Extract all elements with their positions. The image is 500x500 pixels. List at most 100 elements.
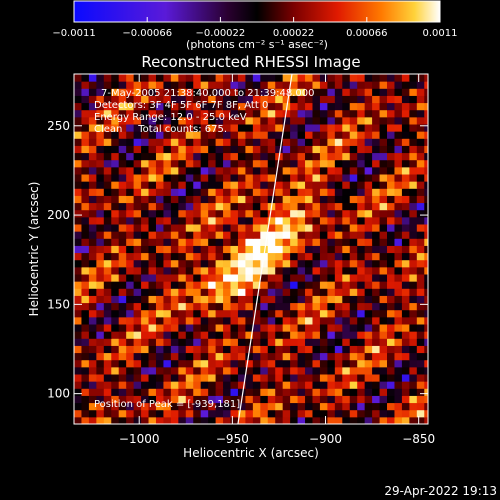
heatmap-cell: [126, 174, 135, 182]
heatmap-cell: [103, 216, 112, 225]
heatmap-cell: [252, 352, 261, 361]
heatmap-cell: [208, 281, 217, 289]
heatmap-cell: [327, 159, 336, 168]
heatmap-cell: [282, 281, 291, 289]
heatmap-cell: [133, 316, 142, 325]
heatmap-cell: [260, 302, 269, 311]
heatmap-cell: [290, 388, 299, 396]
heatmap-cell: [327, 381, 336, 389]
heatmap-cell: [260, 166, 269, 175]
heatmap-cell: [364, 295, 373, 304]
heatmap-cell: [305, 345, 313, 354]
heatmap-cell: [282, 159, 291, 168]
heatmap-cell: [215, 145, 224, 154]
heatmap-cell: [148, 345, 157, 354]
heatmap-cell: [245, 159, 254, 168]
heatmap-cell: [133, 88, 142, 96]
heatmap-cell: [290, 181, 299, 189]
heatmap-cell: [223, 259, 232, 268]
heatmap-cell: [215, 116, 224, 125]
heatmap-cell: [282, 302, 291, 311]
heatmap-cell: [252, 409, 261, 418]
heatmap-cell: [416, 124, 425, 132]
heatmap-cell: [126, 324, 135, 332]
heatmap-cell: [155, 109, 164, 118]
heatmap-cell: [148, 409, 157, 418]
heatmap-cell: [334, 102, 343, 111]
heatmap-cell: [327, 345, 336, 354]
heatmap-cell: [364, 209, 373, 218]
heatmap-cell: [305, 416, 313, 424]
heatmap-cell: [312, 295, 321, 304]
heatmap-cell: [305, 116, 313, 125]
heatmap-cell: [424, 88, 428, 96]
heatmap-cell: [141, 295, 150, 304]
heatmap-cell: [163, 124, 172, 132]
heatmap-cell: [148, 352, 157, 361]
heatmap-cell: [223, 95, 232, 104]
heatmap-cell: [334, 138, 343, 146]
heatmap-cell: [394, 152, 403, 161]
heatmap-cell: [133, 81, 142, 89]
heatmap-cell: [312, 159, 321, 168]
heatmap-cell: [200, 409, 209, 418]
heatmap-cell: [111, 109, 120, 118]
heatmap-cell: [349, 202, 358, 211]
heatmap-cell: [260, 195, 269, 204]
heatmap-cell: [141, 181, 150, 189]
heatmap-cell: [118, 409, 127, 418]
heatmap-cell: [74, 381, 82, 389]
heatmap-cell: [319, 274, 328, 282]
heatmap-cell: [267, 181, 276, 189]
heatmap-cell: [185, 245, 194, 254]
heatmap-cell: [312, 109, 321, 118]
heatmap-cell: [74, 416, 82, 424]
heatmap-cell: [141, 266, 150, 275]
heatmap-cell: [111, 274, 120, 282]
heatmap-cell: [327, 395, 336, 404]
heatmap-cell: [334, 274, 343, 282]
heatmap-cell: [96, 245, 105, 254]
heatmap-cell: [200, 238, 209, 246]
heatmap-cell: [155, 338, 164, 346]
heatmap-cell: [245, 124, 254, 132]
heatmap-cell: [290, 316, 299, 325]
heatmap-cell: [141, 116, 150, 125]
heatmap-cell: [141, 95, 150, 104]
heatmap-cell: [275, 402, 284, 411]
heatmap-cell: [230, 388, 239, 396]
heatmap-cell: [118, 202, 127, 211]
heatmap-cell: [290, 416, 299, 424]
heatmap-cell: [409, 81, 418, 89]
heatmap-cell: [103, 238, 112, 246]
heatmap-cell: [275, 74, 284, 82]
heatmap-cell: [178, 109, 187, 118]
heatmap-cell: [193, 88, 202, 96]
heatmap-cell: [290, 338, 299, 346]
heatmap-cell: [424, 195, 428, 204]
heatmap-cell: [74, 152, 82, 161]
heatmap-cell: [334, 159, 343, 168]
heatmap-cell: [379, 138, 388, 146]
heatmap-cell: [230, 195, 239, 204]
heatmap-cell: [260, 131, 269, 139]
heatmap-cell: [319, 159, 328, 168]
heatmap-cell: [74, 331, 82, 339]
heatmap-cell: [319, 145, 328, 154]
heatmap-cell: [185, 381, 194, 389]
heatmap-cell: [297, 231, 306, 239]
heatmap-cell: [409, 295, 418, 304]
heatmap-cell: [118, 352, 127, 361]
heatmap-cell: [111, 145, 120, 154]
heatmap-cell: [88, 131, 97, 139]
heatmap-cell: [118, 302, 127, 311]
heatmap-cell: [387, 288, 395, 296]
heatmap-cell: [111, 395, 120, 404]
heatmap-cell: [424, 288, 428, 296]
heatmap-cell: [349, 181, 358, 189]
heatmap-cell: [267, 252, 276, 261]
heatmap-cell: [155, 152, 164, 161]
heatmap-cell: [170, 352, 179, 361]
heatmap-cell: [215, 209, 224, 218]
heatmap-cell: [245, 202, 254, 211]
